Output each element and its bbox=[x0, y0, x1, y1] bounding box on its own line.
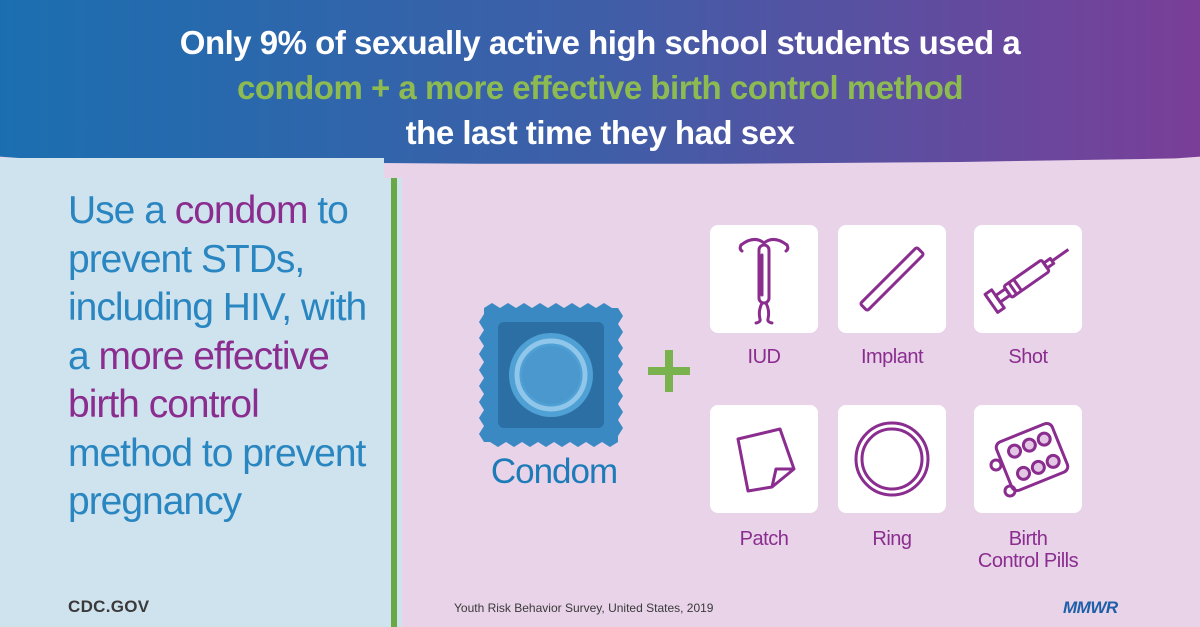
method-label-pills: Birth Control Pills bbox=[977, 528, 1079, 572]
syringe-icon bbox=[983, 248, 1070, 314]
key-message-highlight-birth-control: more effective birth control bbox=[68, 334, 330, 427]
pill-pack-icon bbox=[989, 421, 1070, 498]
condom-package-icon bbox=[479, 303, 623, 447]
key-message-highlight-condom: condom bbox=[174, 189, 309, 232]
headline-line-3: the last time they had sex bbox=[405, 114, 795, 151]
headline-line-2: condom + a more effective birth control … bbox=[236, 69, 964, 106]
iud-icon bbox=[738, 238, 790, 325]
patch-card bbox=[710, 405, 818, 513]
implant-card bbox=[838, 225, 946, 333]
iud-card bbox=[710, 225, 818, 333]
ring-card bbox=[838, 405, 946, 513]
mmwr-logo: MMWR bbox=[1063, 598, 1118, 617]
condom-label: Condom bbox=[490, 452, 618, 491]
key-message-part-3: method to prevent pregnancy bbox=[68, 431, 366, 524]
cdc-gov-logo: CDC.GOV bbox=[68, 597, 150, 616]
method-label-ring: Ring bbox=[872, 528, 912, 550]
method-label-implant: Implant bbox=[860, 346, 924, 368]
method-label-patch: Patch bbox=[739, 528, 789, 550]
ring-icon bbox=[854, 421, 930, 497]
headline-line-1: Only 9% of sexually active high school s… bbox=[179, 24, 1021, 61]
patch-icon bbox=[736, 427, 796, 493]
panel-divider-bar bbox=[391, 178, 397, 627]
implant-icon bbox=[859, 246, 925, 312]
shot-card bbox=[974, 225, 1082, 333]
left-panel bbox=[0, 158, 384, 627]
method-label-iud: IUD bbox=[747, 346, 781, 368]
key-message: Use a condom to prevent STDs, including … bbox=[68, 187, 378, 527]
key-message-part-1: Use a bbox=[68, 189, 175, 232]
plus-icon bbox=[648, 350, 690, 392]
pills-card bbox=[974, 405, 1082, 513]
method-label-shot: Shot bbox=[1008, 346, 1048, 368]
key-message-part-2: to prevent STDs, including HIV, with a bbox=[68, 189, 367, 378]
source-citation: Youth Risk Behavior Survey, United State… bbox=[454, 601, 714, 615]
header-banner bbox=[0, 0, 1200, 164]
